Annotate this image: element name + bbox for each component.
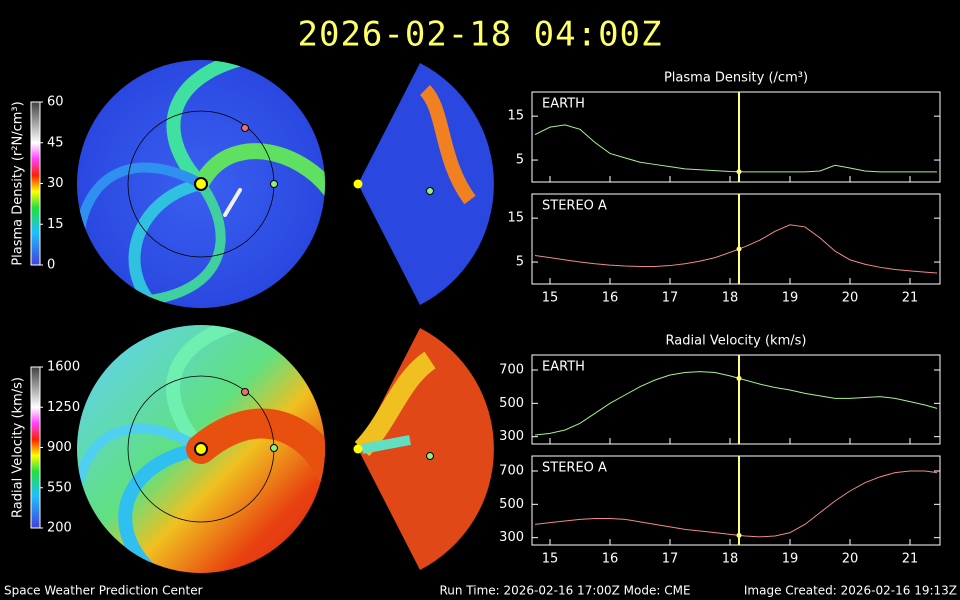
colorbar-tick-label: 200 <box>47 521 72 536</box>
colorbar-tick-label: 60 <box>47 95 64 110</box>
x-tick-label: 19 <box>782 291 799 306</box>
title: 2026-02-18 04:00Z <box>298 15 663 55</box>
y-tick-label: 500 <box>499 396 524 411</box>
data-line <box>534 224 938 274</box>
density-disk <box>77 60 494 308</box>
x-tick-label: 16 <box>602 291 619 306</box>
x-tick-label: 16 <box>602 552 619 567</box>
panel-title: Radial Velocity (km/s) <box>666 334 807 349</box>
y-tick-label: 5 <box>516 153 524 168</box>
footer-center: Run Time: 2026-02-16 17:00Z Mode: CME <box>439 584 690 598</box>
colorbar-tick-label: 15 <box>47 217 64 232</box>
plot-frame <box>531 193 941 285</box>
panel-label: STEREO A <box>542 199 607 214</box>
x-tick-label: 21 <box>902 552 919 567</box>
x-tick-label: 17 <box>662 291 679 306</box>
panel-label: EARTH <box>542 97 585 112</box>
y-tick-label: 300 <box>499 429 524 444</box>
panel-label: EARTH <box>542 360 585 375</box>
colorbar-label: Plasma Density (r²N/cm³) <box>11 101 26 265</box>
y-tick-label: 300 <box>499 530 524 545</box>
cursor-dot <box>736 169 742 175</box>
y-tick-label: 5 <box>516 255 524 270</box>
footer-left: Space Weather Prediction Center <box>4 584 203 598</box>
panel-title: Plasma Density (/cm³) <box>664 71 808 86</box>
data-line <box>534 371 938 436</box>
x-tick-label: 19 <box>782 552 799 567</box>
x-tick-label: 15 <box>542 291 559 306</box>
cursor-dot <box>736 246 742 252</box>
y-tick-label: 15 <box>507 211 524 226</box>
plot-frame <box>531 455 941 546</box>
cursor-dot <box>736 532 742 538</box>
colorbar-tick-label: 45 <box>47 135 64 150</box>
x-tick-label: 21 <box>902 291 919 306</box>
y-tick-label: 500 <box>499 497 524 512</box>
data-line <box>534 470 938 538</box>
plot-frame <box>531 354 941 445</box>
plot-frame <box>531 91 941 183</box>
cursor-dot <box>736 375 742 381</box>
colorbar <box>30 366 41 529</box>
x-tick-label: 17 <box>662 552 679 567</box>
data-line <box>534 124 937 173</box>
panel-label: STEREO A <box>542 461 607 476</box>
colorbar-tick-label: 550 <box>47 480 72 495</box>
x-tick-label: 18 <box>722 291 739 306</box>
y-tick-label: 700 <box>499 363 524 378</box>
y-tick-label: 700 <box>499 464 524 479</box>
colorbar-tick-label: 0 <box>47 258 55 273</box>
x-tick-label: 20 <box>842 552 859 567</box>
colorbar-tick-label: 900 <box>47 440 72 455</box>
colorbar-tick-label: 1600 <box>47 360 80 375</box>
velocity-disk <box>77 325 494 573</box>
x-tick-label: 15 <box>542 552 559 567</box>
x-tick-label: 18 <box>722 552 739 567</box>
y-tick-label: 15 <box>507 109 524 124</box>
colorbar-tick-label: 30 <box>47 176 64 191</box>
colorbar <box>30 101 41 266</box>
colorbar-tick-label: 1250 <box>47 400 80 415</box>
footer-right: Image Created: 2026-02-16 19:13Z <box>744 584 957 598</box>
x-tick-label: 20 <box>842 291 859 306</box>
colorbar-label: Radial Velocity (km/s) <box>11 377 26 518</box>
